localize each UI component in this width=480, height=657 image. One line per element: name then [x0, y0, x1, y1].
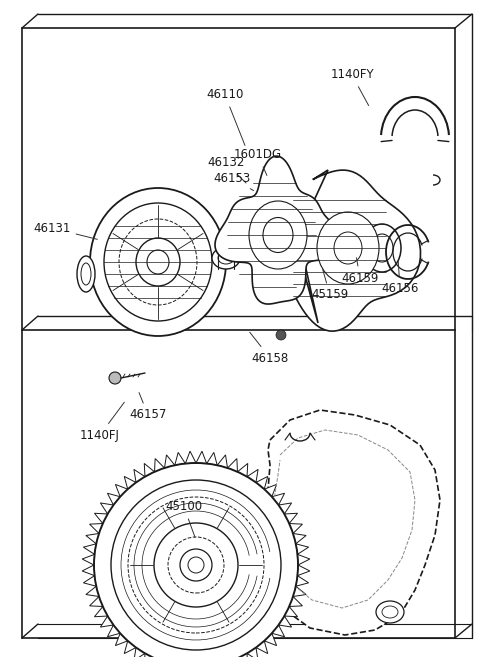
Text: 1601DG: 1601DG: [234, 148, 282, 175]
Ellipse shape: [81, 263, 91, 285]
Ellipse shape: [77, 256, 95, 292]
Ellipse shape: [371, 234, 393, 262]
Ellipse shape: [104, 203, 212, 321]
Text: 46131: 46131: [33, 221, 97, 239]
Circle shape: [276, 330, 286, 340]
Text: 46157: 46157: [129, 393, 167, 422]
Text: 46153: 46153: [214, 171, 253, 191]
Polygon shape: [260, 410, 440, 635]
Circle shape: [94, 463, 298, 657]
Ellipse shape: [317, 212, 379, 284]
Text: 46156: 46156: [381, 261, 419, 294]
Circle shape: [180, 549, 212, 581]
Text: 1140FY: 1140FY: [330, 68, 374, 106]
Ellipse shape: [218, 252, 234, 264]
Ellipse shape: [382, 606, 398, 618]
Text: 45159: 45159: [312, 269, 348, 302]
Polygon shape: [215, 156, 343, 304]
Ellipse shape: [119, 219, 197, 305]
Ellipse shape: [376, 601, 404, 623]
Circle shape: [168, 537, 224, 593]
Ellipse shape: [263, 217, 293, 252]
Text: 1140FJ: 1140FJ: [80, 402, 124, 442]
Text: 46158: 46158: [250, 332, 288, 365]
Ellipse shape: [249, 201, 307, 269]
Ellipse shape: [147, 250, 169, 274]
Ellipse shape: [334, 232, 362, 264]
Text: 46110: 46110: [206, 89, 245, 145]
Circle shape: [111, 480, 281, 650]
Text: 45100: 45100: [166, 501, 203, 537]
Circle shape: [109, 372, 121, 384]
Polygon shape: [285, 170, 420, 331]
Ellipse shape: [212, 247, 240, 269]
Text: 46132: 46132: [207, 156, 246, 183]
Ellipse shape: [363, 224, 401, 272]
Polygon shape: [82, 451, 310, 657]
Circle shape: [188, 557, 204, 573]
Ellipse shape: [136, 238, 180, 286]
Ellipse shape: [90, 188, 226, 336]
Circle shape: [128, 497, 264, 633]
Circle shape: [154, 523, 238, 607]
Text: 46159: 46159: [341, 258, 379, 284]
